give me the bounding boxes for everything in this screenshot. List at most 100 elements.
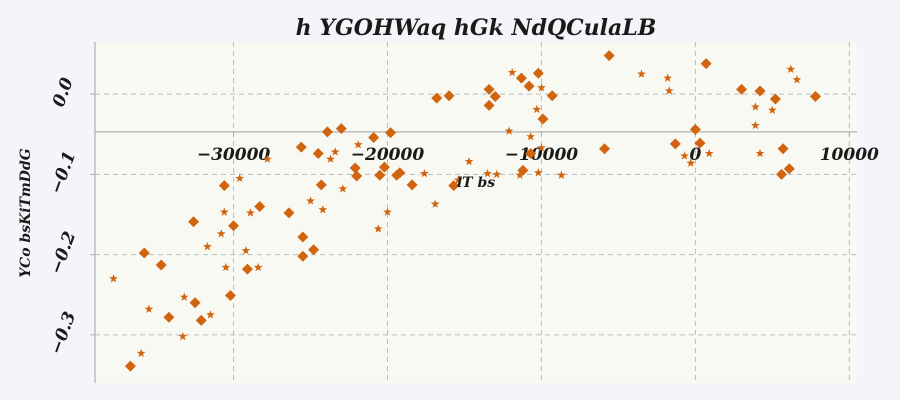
star-point <box>219 207 229 216</box>
diamond-point <box>163 311 175 323</box>
y-axis-label: YCo bsKiTmDdG <box>18 148 34 277</box>
star-point <box>663 73 673 82</box>
star-point <box>537 83 546 92</box>
diamond-point <box>155 259 167 271</box>
diamond-point <box>689 123 701 135</box>
star-point <box>206 310 215 319</box>
diamond-point <box>777 143 789 155</box>
diamond-point <box>297 231 309 243</box>
star-point <box>767 105 777 114</box>
diamond-point <box>241 263 253 275</box>
diamond-point <box>315 179 327 191</box>
star-point <box>338 184 348 193</box>
diamond-point <box>321 126 333 138</box>
star-point <box>504 126 514 135</box>
diamond-point <box>537 113 549 125</box>
star-point <box>680 151 689 160</box>
diamond-point <box>124 360 136 372</box>
diamond-point <box>335 123 347 135</box>
diamond-point <box>228 220 240 232</box>
diamond-point <box>224 290 236 302</box>
star-point <box>353 140 363 149</box>
star-point <box>686 158 696 167</box>
diamond-point <box>603 50 615 62</box>
star-point <box>751 120 760 130</box>
star-point <box>326 154 335 163</box>
star-point <box>235 173 245 183</box>
star-point <box>483 168 492 178</box>
star-point <box>464 156 474 166</box>
diamond-point <box>532 67 544 79</box>
star-point <box>330 147 340 156</box>
x-tick-label: 10000 <box>820 145 879 165</box>
star-point <box>179 292 189 301</box>
diamond-point <box>700 58 712 70</box>
x-axis-label: lT bs <box>457 175 495 191</box>
star-point <box>178 331 188 341</box>
diamond-point <box>283 207 295 219</box>
star-point <box>533 168 543 177</box>
star-point <box>253 262 263 272</box>
star-point <box>263 154 272 163</box>
star-point <box>383 207 392 216</box>
star-point <box>203 242 212 251</box>
diamond-point <box>406 179 418 191</box>
star-point <box>704 148 714 158</box>
chart-title: h YGOHWaq hGk NdQCulaLB <box>296 15 657 41</box>
diamond-point <box>188 216 200 228</box>
diamond-point <box>809 91 821 103</box>
star-point <box>306 196 315 205</box>
diamond-point <box>351 170 363 182</box>
diamond-point <box>374 169 386 181</box>
star-point <box>241 246 251 255</box>
diamond-point <box>254 200 266 212</box>
x-tick-label: −10000 <box>505 145 579 165</box>
star-point <box>373 224 383 233</box>
x-tick-labels: −30000 −20000 −10000 0 10000 <box>197 131 879 165</box>
plot-area <box>95 42 857 383</box>
star-point <box>453 175 463 184</box>
star-point <box>420 168 429 178</box>
x-tick-label: −20000 <box>351 145 425 165</box>
star-point <box>664 86 674 95</box>
star-point <box>557 170 566 179</box>
star-point <box>136 348 146 358</box>
diamond-point <box>669 138 681 150</box>
diamond-point <box>368 131 380 143</box>
diamond-point <box>312 148 324 160</box>
diamond-point <box>308 244 320 256</box>
diamond-point <box>515 72 527 84</box>
diamond-point <box>138 247 150 259</box>
diamond-point <box>769 93 781 105</box>
diamond-point <box>489 91 501 103</box>
star-point <box>507 67 517 77</box>
x-tick-label: −30000 <box>197 145 271 165</box>
star-point <box>221 262 231 272</box>
diamond-point <box>599 143 611 155</box>
diamond-point <box>525 148 537 160</box>
star-point <box>526 132 536 141</box>
x-tick-label: 0 <box>689 145 701 165</box>
diamond-point <box>195 314 207 326</box>
star-point <box>246 208 255 217</box>
diamond-point <box>443 90 455 102</box>
data-points <box>109 50 821 372</box>
diamond-point <box>776 168 788 180</box>
star-point <box>755 148 765 158</box>
diamond-point <box>297 250 309 262</box>
star-point <box>786 64 796 73</box>
grid-lines <box>95 42 857 383</box>
diamond-point <box>546 90 558 102</box>
diamond-point <box>385 127 397 139</box>
diamond-point <box>483 99 495 111</box>
diamond-point <box>218 180 230 192</box>
star-point <box>537 143 546 152</box>
diamond-point <box>394 167 406 179</box>
diamond-point <box>523 80 535 92</box>
diamond-point <box>378 161 390 173</box>
star-point <box>637 69 646 78</box>
diamond-point <box>189 297 201 309</box>
diamond-point <box>349 162 361 174</box>
diamond-point <box>483 83 495 95</box>
